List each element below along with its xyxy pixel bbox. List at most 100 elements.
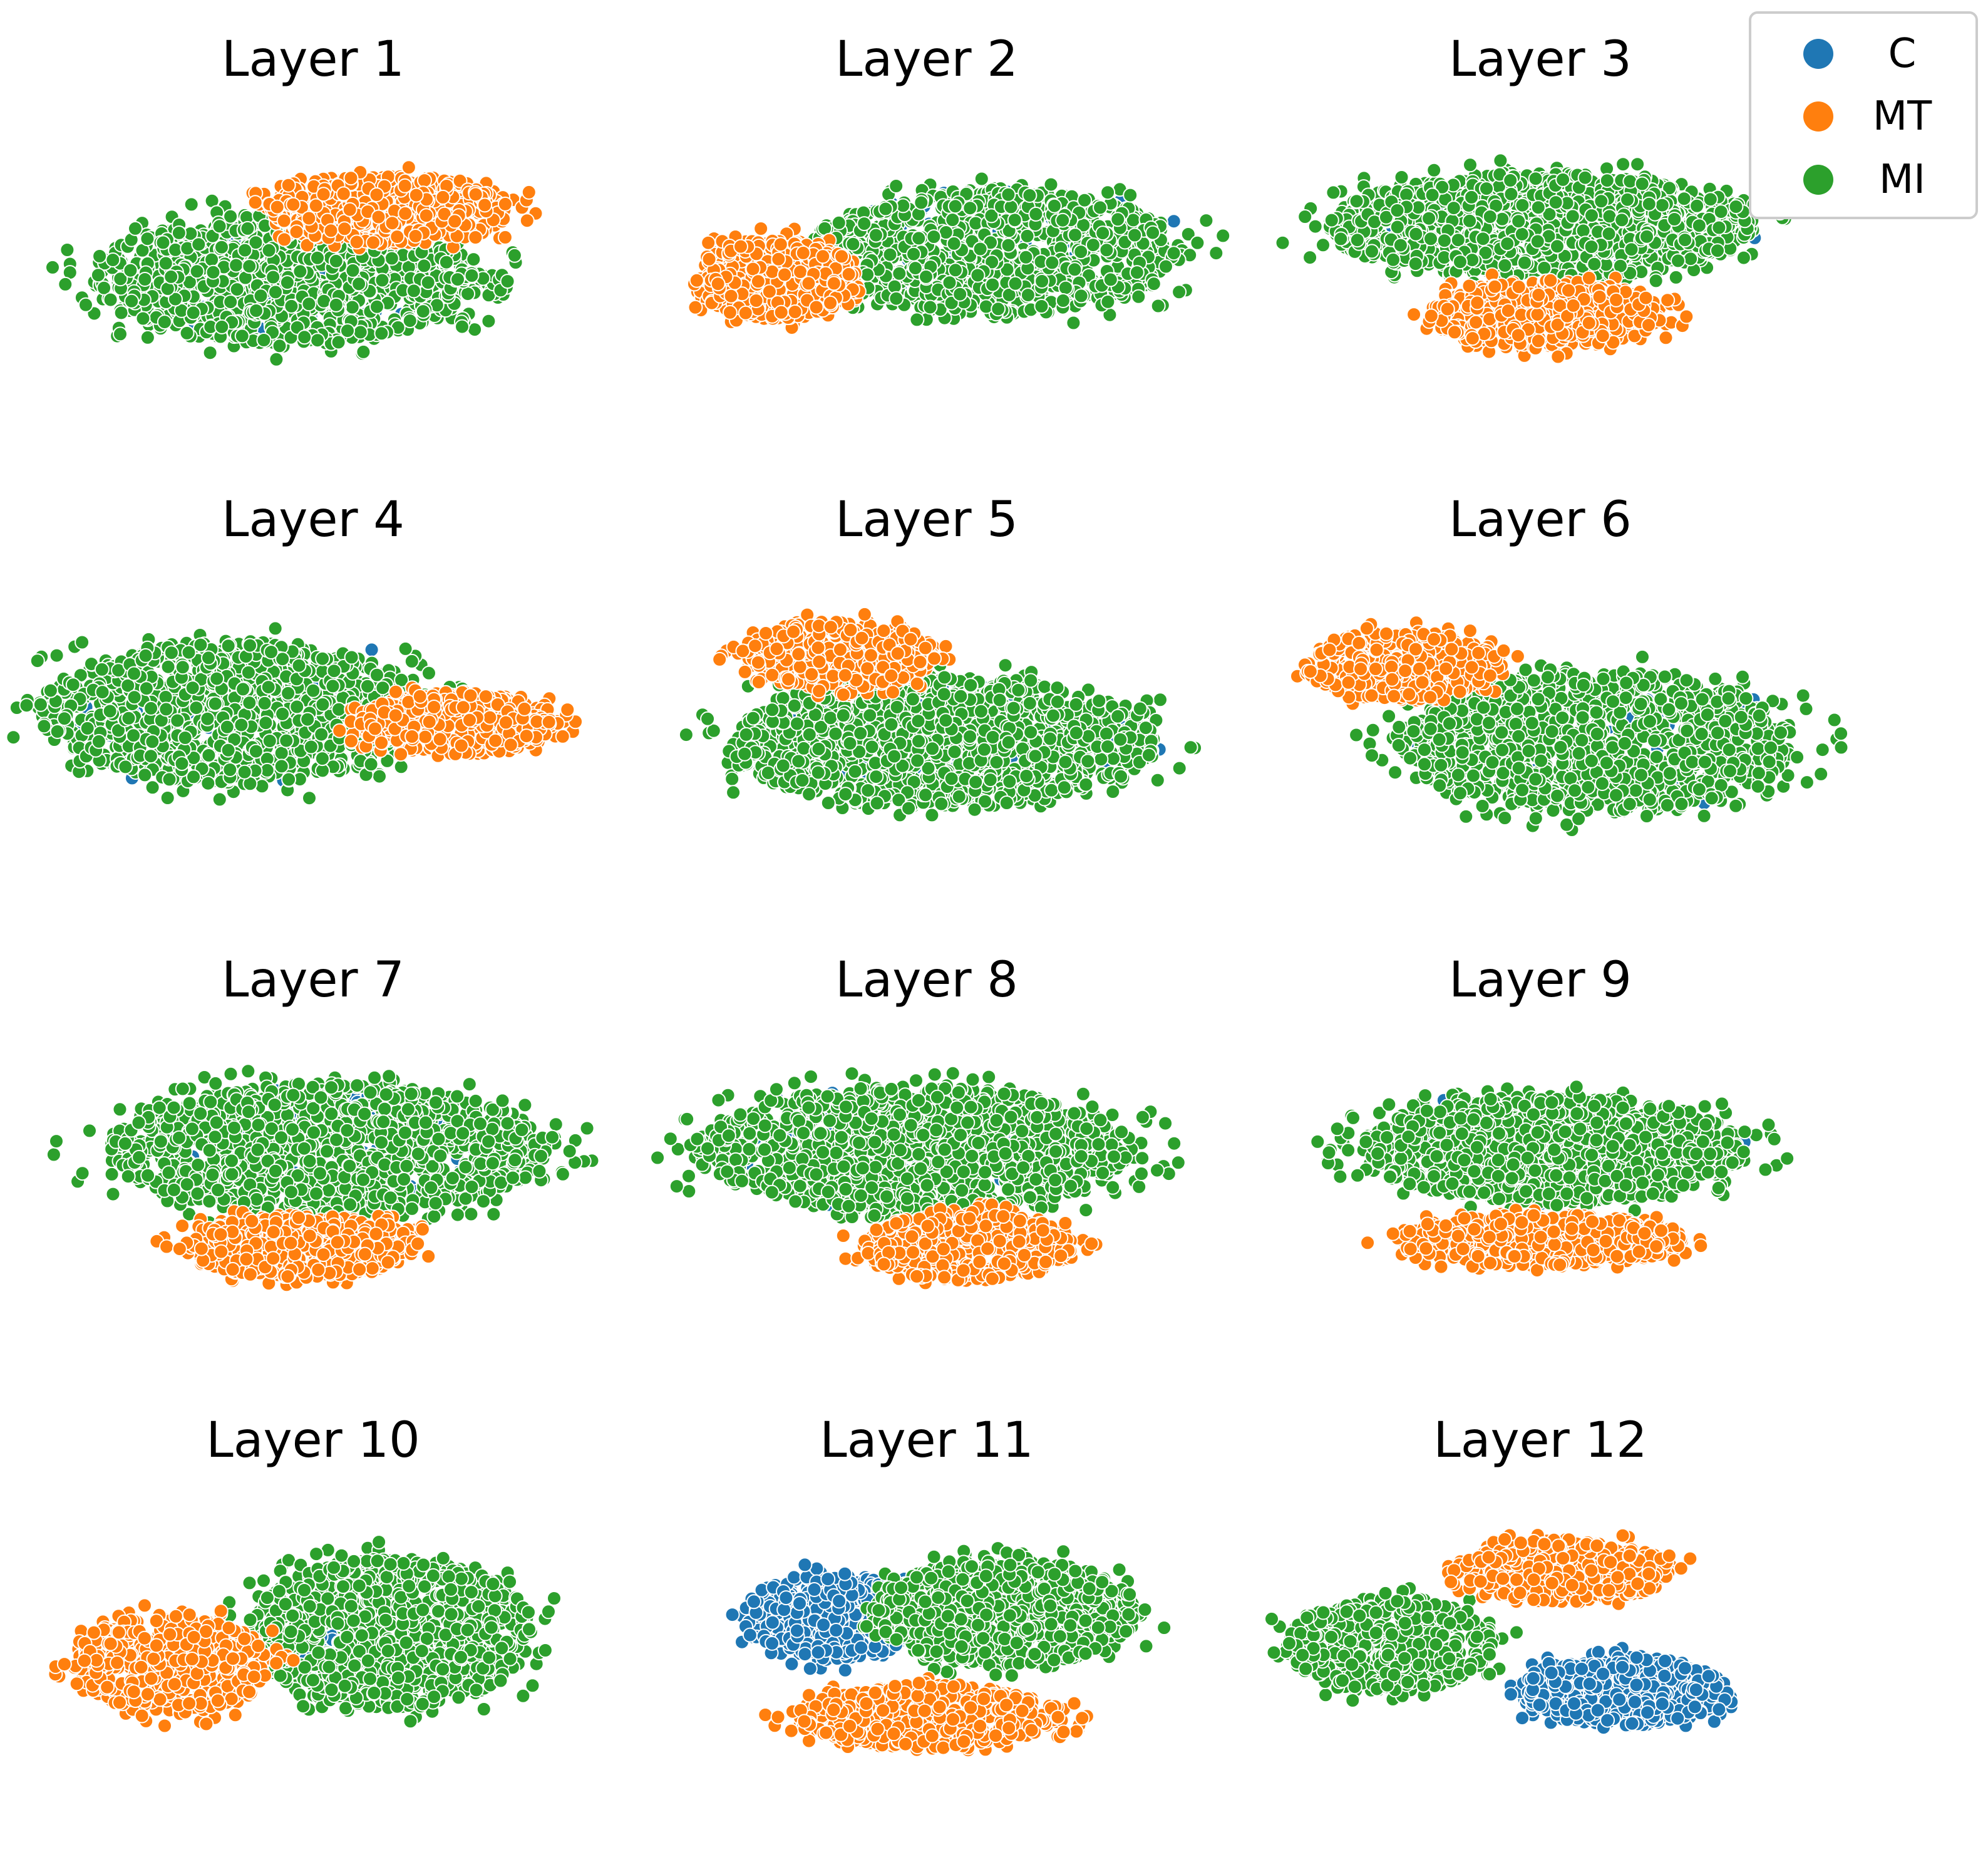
data-point (1055, 212, 1071, 228)
data-point (521, 184, 537, 200)
data-point (420, 275, 436, 291)
data-point (1537, 260, 1552, 276)
data-point (279, 275, 295, 291)
data-point (985, 277, 1001, 292)
data-point (1034, 299, 1049, 314)
data-point (750, 274, 766, 289)
data-point (1085, 237, 1101, 253)
data-point (972, 241, 988, 257)
data-point (808, 299, 824, 315)
data-point (128, 220, 143, 236)
data-point (978, 299, 994, 314)
data-point (1584, 208, 1599, 224)
data-point (906, 246, 922, 262)
data-point (1055, 293, 1071, 308)
data-point (947, 199, 963, 214)
data-point (345, 262, 361, 278)
data-point (340, 323, 355, 339)
data-point (240, 220, 255, 236)
data-point (773, 237, 788, 252)
data-point (408, 229, 423, 244)
data-point (415, 304, 431, 319)
data-point (914, 195, 929, 210)
data-point (1067, 262, 1083, 277)
data-point (418, 208, 434, 224)
data-point (103, 292, 118, 308)
data-point (1389, 219, 1405, 235)
data-point (135, 311, 151, 326)
data-point (795, 245, 811, 261)
panel-title: Layer 3 (1449, 31, 1632, 88)
data-point (1019, 228, 1035, 244)
data-point (1110, 212, 1126, 227)
data-point (1394, 170, 1409, 185)
data-point (289, 224, 304, 240)
data-point (374, 326, 389, 341)
data-point (1145, 225, 1161, 241)
data-point (185, 305, 201, 321)
data-point (1129, 265, 1145, 281)
data-point (189, 264, 205, 279)
data-point (343, 170, 359, 186)
data-point (336, 186, 351, 202)
data-point (1463, 157, 1478, 173)
data-point (1594, 194, 1609, 209)
panel-title: Layer 1 (222, 31, 404, 88)
data-point (1648, 273, 1664, 289)
data-point (155, 235, 171, 251)
data-point (384, 215, 400, 231)
data-point (256, 333, 272, 348)
data-point (787, 304, 803, 319)
data-point (113, 326, 128, 342)
data-point (753, 221, 769, 236)
data-point (1166, 214, 1182, 229)
data-point (1020, 287, 1036, 303)
data-point (323, 223, 339, 239)
data-point (733, 239, 748, 254)
data-point (310, 333, 326, 348)
data-point (158, 256, 173, 271)
data-point (945, 212, 961, 227)
data-point (1689, 198, 1705, 214)
data-point (1275, 235, 1290, 251)
data-point (398, 205, 413, 221)
data-point (277, 232, 292, 247)
data-point (1464, 189, 1480, 205)
data-point (1436, 233, 1452, 249)
data-point (344, 299, 360, 315)
data-point (242, 259, 257, 274)
data-point (1316, 237, 1331, 253)
data-point (962, 200, 978, 216)
data-point (1702, 192, 1718, 207)
data-point (1095, 225, 1111, 241)
data-point (1408, 226, 1424, 242)
data-point (507, 247, 522, 263)
data-point (1736, 250, 1751, 266)
data-point (281, 177, 296, 193)
data-point (1190, 235, 1205, 251)
data-point (1028, 206, 1044, 222)
data-point (374, 272, 390, 288)
data-point (1131, 289, 1146, 304)
data-point (247, 195, 263, 210)
data-point (1208, 246, 1224, 261)
data-point (1166, 246, 1182, 261)
data-point (113, 305, 129, 321)
data-point (183, 197, 199, 212)
data-point (301, 296, 317, 312)
data-point (1713, 204, 1729, 220)
data-point (1003, 199, 1019, 215)
data-point (909, 312, 925, 328)
data-point (269, 351, 284, 367)
data-point (841, 266, 857, 282)
data-point (58, 276, 73, 292)
data-point (1424, 187, 1440, 203)
data-point (466, 252, 482, 267)
data-point (331, 334, 346, 350)
data-point (1493, 153, 1508, 168)
data-point (1103, 272, 1118, 287)
data-point (1515, 197, 1530, 213)
data-point (1326, 185, 1341, 200)
data-point (366, 235, 381, 251)
data-point (919, 269, 934, 284)
